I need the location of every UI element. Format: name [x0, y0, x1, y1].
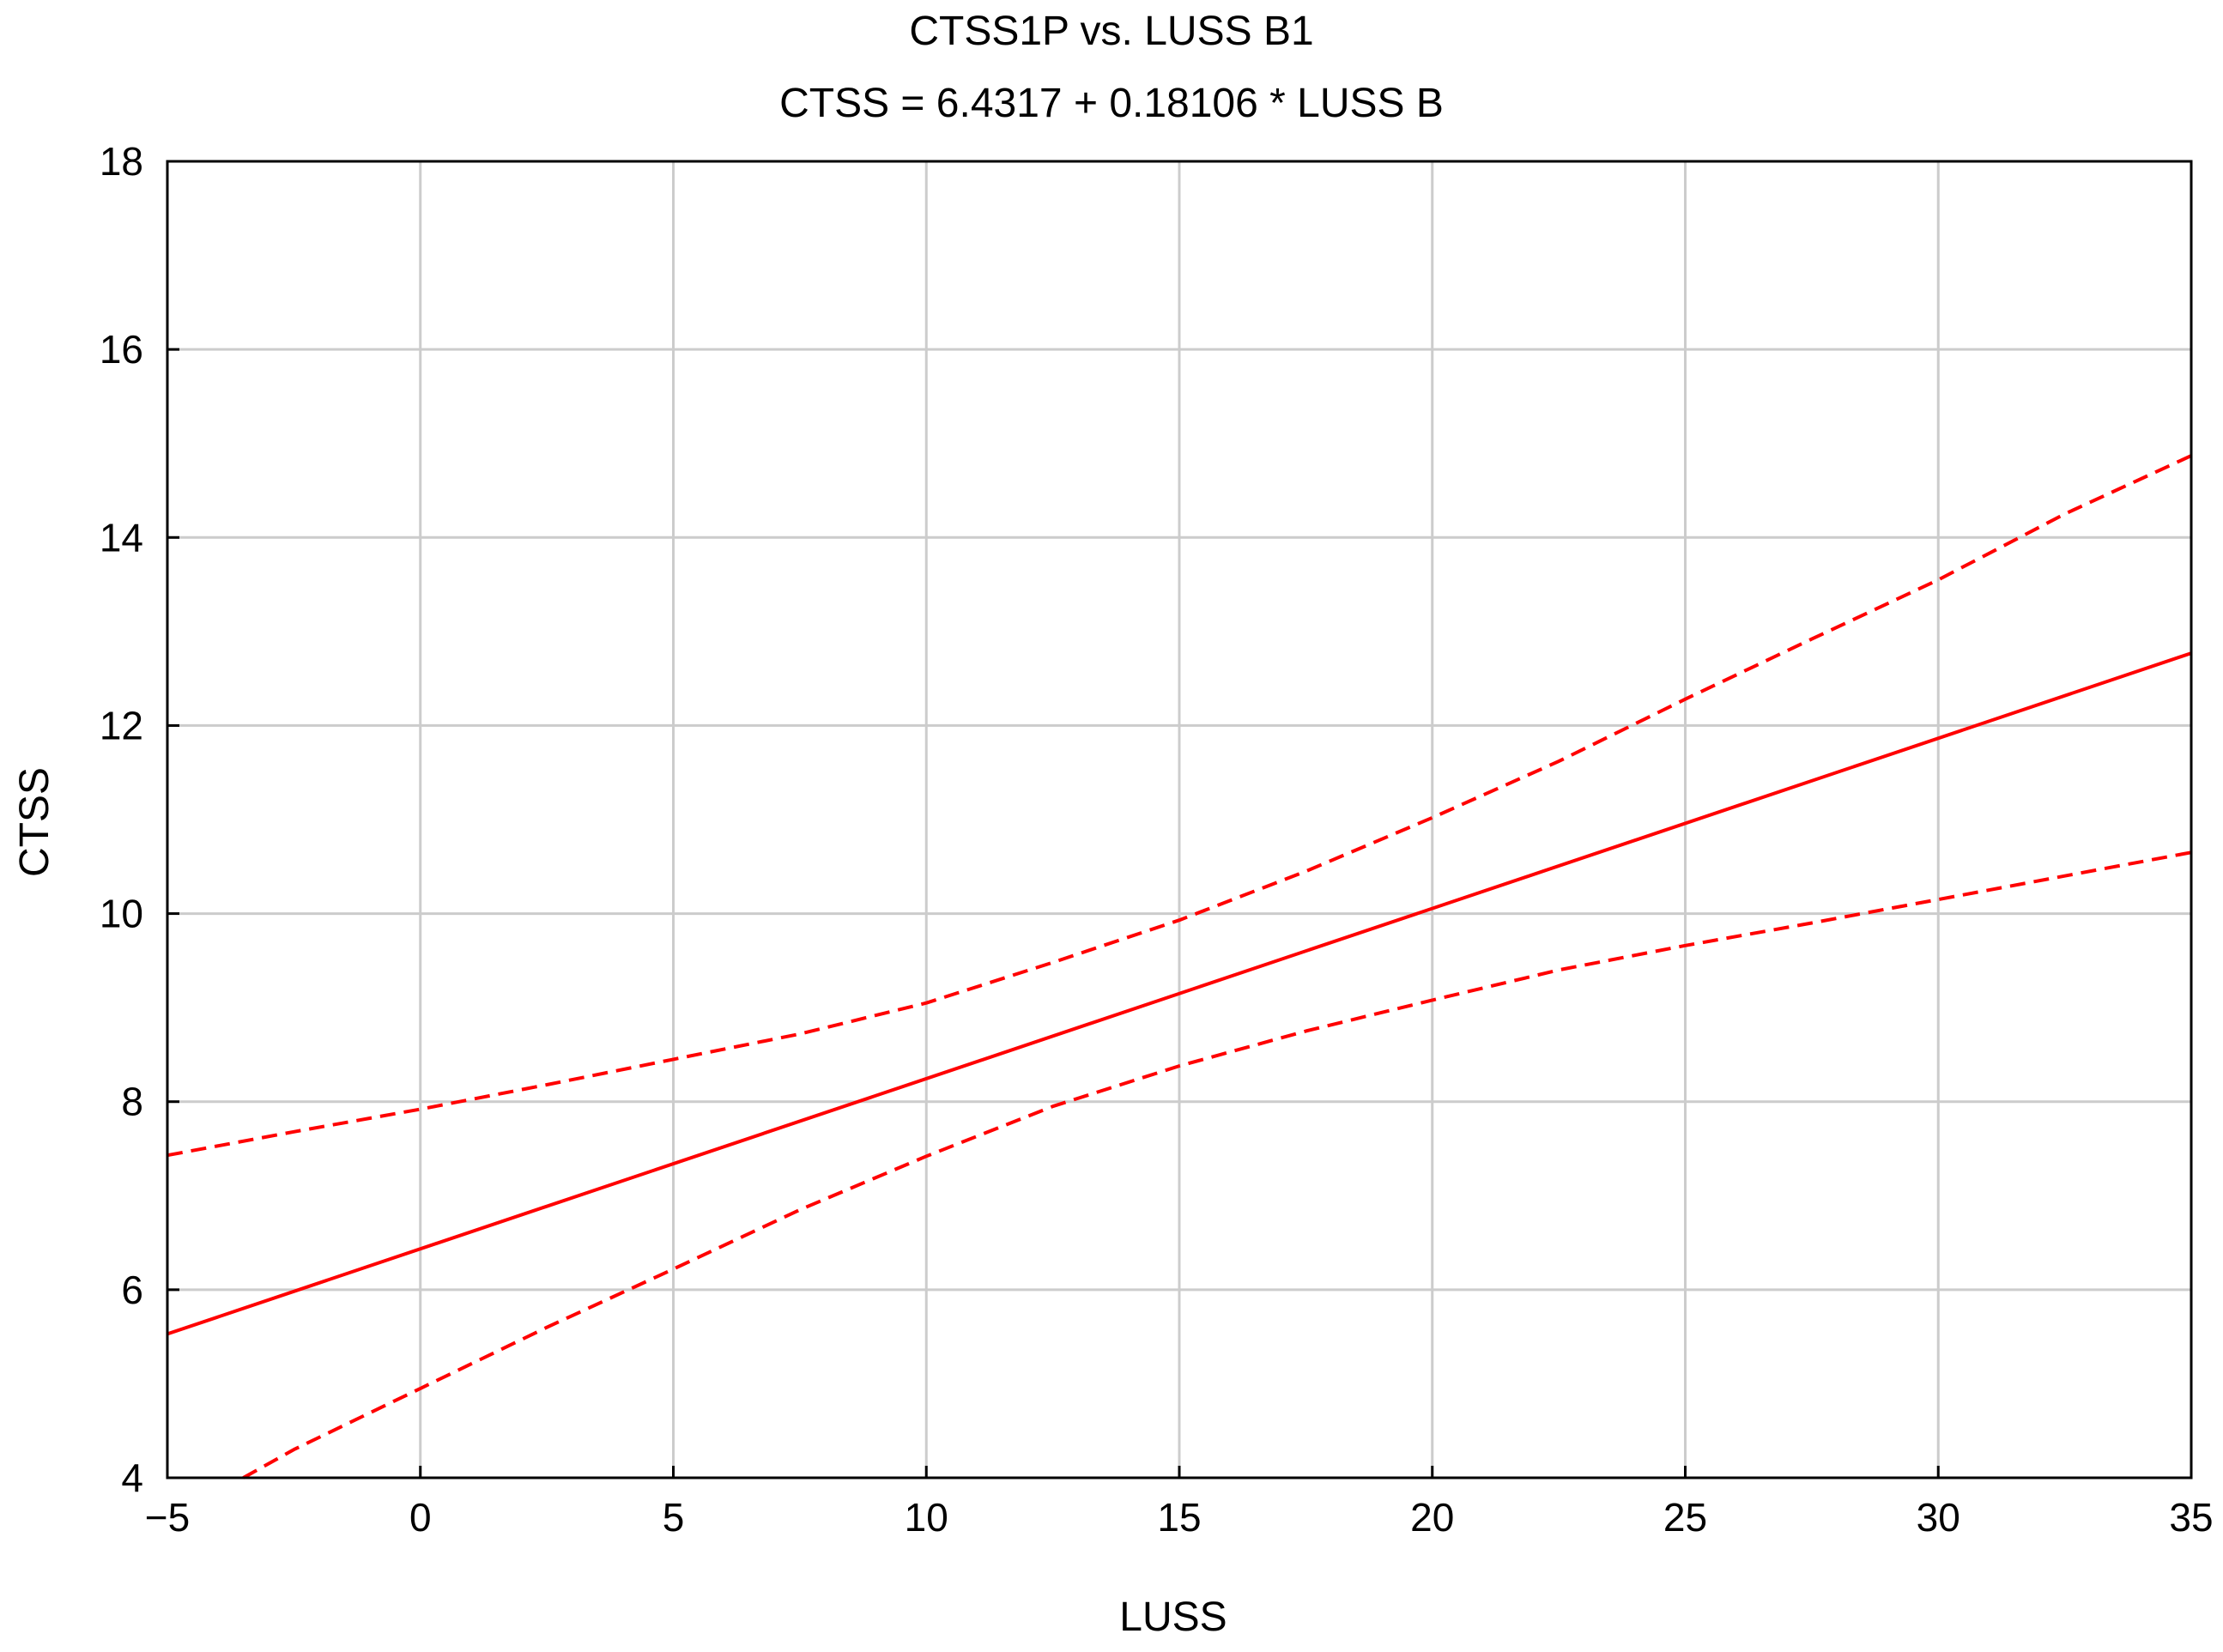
y-axis-label: CTSS — [12, 767, 58, 877]
x-tick-label: 20 — [1410, 1495, 1454, 1540]
x-axis-label: LUSS — [1119, 1595, 1227, 1640]
y-tick-label: 14 — [100, 515, 143, 560]
y-tick-label: 6 — [121, 1268, 143, 1312]
chart-title: CTSS1P vs. LUSS B1 — [909, 9, 1313, 54]
x-tick-label: 25 — [1663, 1495, 1707, 1540]
x-tick-label: 30 — [1917, 1495, 1960, 1540]
x-tick-label: 10 — [905, 1495, 948, 1540]
lower-confidence-band — [242, 850, 2192, 1480]
x-tick-label: −5 — [145, 1495, 190, 1540]
regression-line — [167, 651, 2192, 1336]
y-tick-label: 10 — [100, 892, 143, 936]
y-tick-label: 16 — [100, 327, 143, 372]
y-tick-label: 8 — [121, 1080, 143, 1124]
series-layer — [167, 454, 2192, 1480]
x-tick-label: 0 — [409, 1495, 432, 1540]
upper-confidence-band — [167, 454, 2192, 1158]
y-tick-label: 18 — [100, 139, 143, 184]
y-tick-label: 12 — [100, 703, 143, 747]
x-tick-label: 35 — [2169, 1495, 2213, 1540]
x-tick-label: 15 — [1157, 1495, 1201, 1540]
x-tick-label: 5 — [663, 1495, 685, 1540]
chart-subtitle: CTSS = 6.4317 + 0.18106 * LUSS B — [779, 81, 1444, 126]
y-tick-label: 4 — [121, 1455, 143, 1500]
grid-layer — [167, 161, 2191, 1478]
ticks-layer: −5 0 5 10 15 20 25 30 35 4 6 8 10 12 14 16 18 — [100, 139, 2214, 1540]
